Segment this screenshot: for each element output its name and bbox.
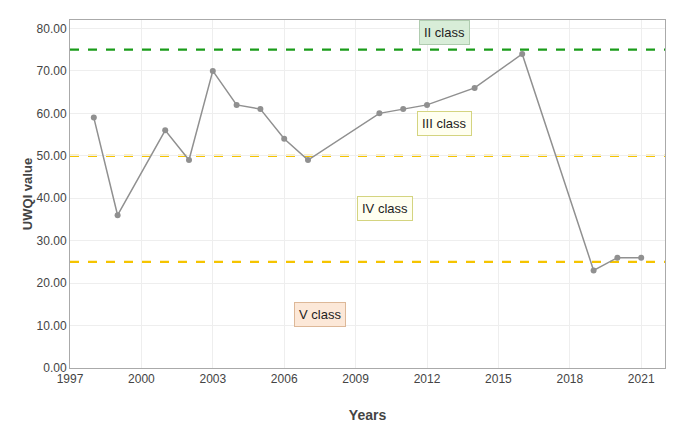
svg-text:10.00: 10.00	[37, 319, 67, 333]
svg-text:V class: V class	[299, 307, 341, 322]
svg-text:1997: 1997	[57, 372, 84, 386]
svg-text:0.00: 0.00	[43, 361, 67, 375]
svg-text:2006: 2006	[271, 372, 298, 386]
svg-text:2018: 2018	[556, 372, 583, 386]
svg-text:2009: 2009	[342, 372, 369, 386]
svg-text:2012: 2012	[414, 372, 441, 386]
svg-text:40.00: 40.00	[37, 191, 67, 205]
svg-text:2003: 2003	[199, 372, 226, 386]
svg-text:2000: 2000	[128, 372, 155, 386]
svg-text:20.00: 20.00	[37, 276, 67, 290]
svg-text:50.00: 50.00	[37, 149, 67, 163]
svg-text:II class: II class	[424, 25, 465, 40]
svg-text:2021: 2021	[628, 372, 655, 386]
svg-text:80.00: 80.00	[37, 22, 67, 36]
svg-text:30.00: 30.00	[37, 234, 67, 248]
svg-text:60.00: 60.00	[37, 107, 67, 121]
svg-text:Years: Years	[349, 407, 387, 423]
svg-text:III class: III class	[422, 116, 467, 131]
svg-text:IV class: IV class	[362, 201, 408, 216]
svg-text:2015: 2015	[485, 372, 512, 386]
svg-text:UWQI value: UWQI value	[20, 158, 35, 230]
svg-text:70.00: 70.00	[37, 64, 67, 78]
